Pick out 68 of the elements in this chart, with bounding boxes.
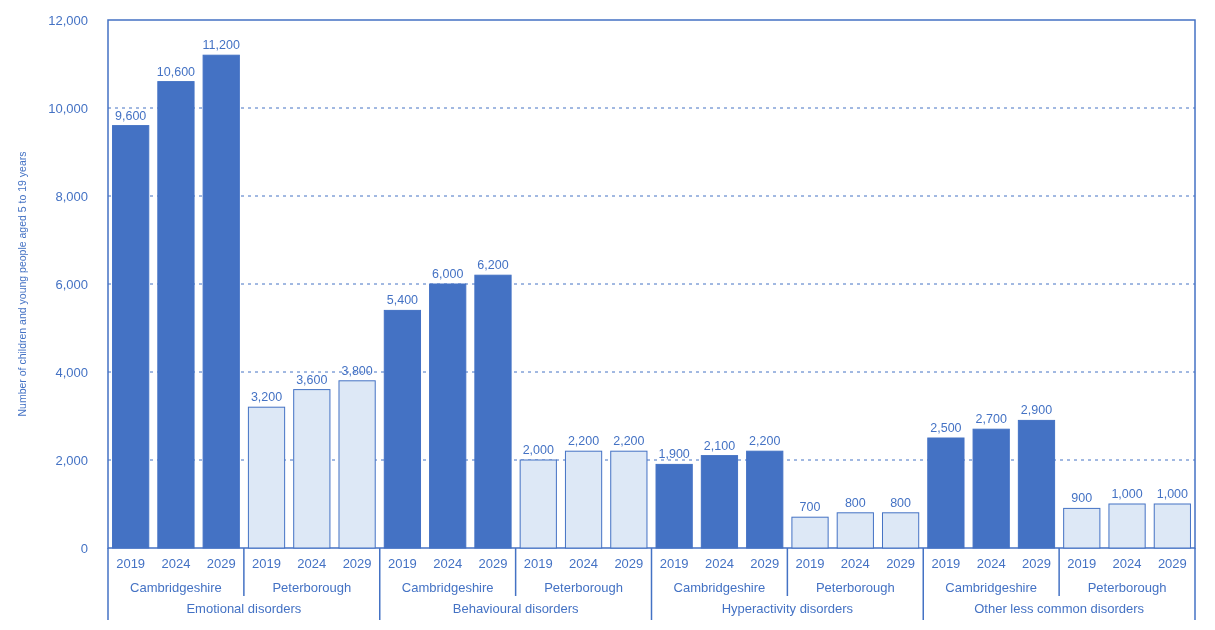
x-tick-label: 2019 [116, 556, 146, 571]
data-label: 2,500 [930, 421, 962, 435]
x-tick-label: 2029 [1157, 556, 1187, 571]
data-label: 2,200 [567, 434, 600, 449]
data-label: 900 [1071, 491, 1093, 506]
y-tick-label: 12,000 [48, 12, 88, 28]
text: Cambridgeshire [945, 580, 1038, 595]
x-tick-label: 2029 [1022, 556, 1051, 571]
data-label: 1,900 [658, 447, 690, 462]
y-tick-label: 10,000 [48, 100, 88, 116]
x-tick-label: 2024 [569, 556, 599, 571]
data-label: 6,000 [432, 267, 464, 281]
x-tick-label: 2019 [252, 556, 281, 571]
text: Emotional disorders [186, 601, 302, 616]
data-label: 1,000 [1156, 487, 1189, 501]
data-label: 11,200 [202, 38, 240, 53]
data-label: 2,200 [613, 434, 645, 449]
data-label: 6,200 [477, 258, 509, 273]
x-tick-label: 2019 [523, 556, 553, 571]
x-tick-label: 2029 [750, 556, 780, 571]
y-tick-label: 2,000 [55, 452, 88, 468]
data-label: 2,000 [522, 443, 554, 457]
x-tick-label: 2024 [161, 556, 191, 571]
y-tick-label: 0 [80, 540, 88, 556]
x-tick-label: 2024 [976, 556, 1006, 571]
text: Cambridgeshire [130, 580, 222, 595]
data-label: 3,200 [250, 390, 283, 405]
data-label: 2,700 [975, 412, 1007, 427]
text: Cambridgeshire [673, 580, 766, 595]
x-tick-label: 2019 [387, 556, 417, 571]
x-tick-label: 2024 [704, 556, 734, 571]
data-label: 2,200 [749, 434, 781, 449]
y-tick-label: 6,000 [55, 276, 88, 292]
y-tick-label: 4,000 [55, 364, 88, 380]
data-label: 2,100 [703, 438, 736, 453]
text: Behavioural disorders [452, 601, 579, 616]
x-tick-label: 2029 [886, 556, 916, 571]
data-label: 3,600 [296, 372, 328, 387]
text: Peterborough [815, 580, 895, 595]
data-label: 3,800 [341, 363, 373, 378]
data-label: 5,400 [386, 293, 419, 308]
text: Peterborough [272, 580, 352, 595]
data-label: 9,600 [115, 108, 147, 123]
y-tick-label: 8,000 [55, 188, 88, 204]
text: Peterborough [544, 580, 623, 595]
x-tick-label: 2019 [659, 556, 689, 571]
x-tick-label: 2019 [1067, 556, 1097, 571]
data-label: 700 [799, 500, 821, 515]
data-label: 10,600 [156, 64, 196, 79]
x-tick-label: 2029 [478, 556, 508, 571]
text: Peterborough [1087, 580, 1167, 595]
text: Cambridgeshire [401, 580, 494, 595]
x-tick-label: 2024 [840, 556, 870, 571]
text: Other less common disorders [974, 601, 1145, 616]
x-tick-label: 2019 [795, 556, 825, 571]
data-label: 800 [890, 495, 912, 510]
x-tick-label: 2019 [931, 556, 961, 571]
data-label: 800 [844, 495, 866, 510]
x-tick-label: 2029 [206, 556, 236, 571]
x-tick-label: 2029 [342, 556, 372, 571]
y-axis-title: Number of children and young people aged 5 to 19 years [16, 151, 28, 417]
x-tick-label: 2024 [1112, 556, 1142, 571]
text: Hyperactivity disorders [721, 601, 854, 616]
x-tick-label: 2029 [614, 556, 644, 571]
data-label: 1,000 [1111, 487, 1143, 501]
x-tick-label: 2024 [297, 556, 327, 571]
data-label: 2,900 [1020, 403, 1053, 418]
x-tick-label: 2024 [433, 556, 463, 571]
